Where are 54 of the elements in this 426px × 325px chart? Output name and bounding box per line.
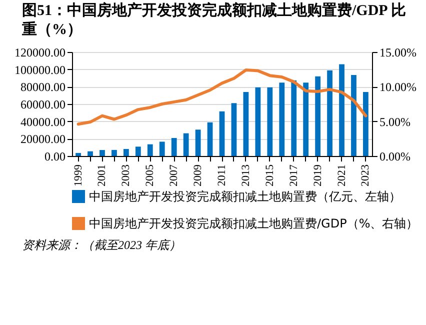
bar: [267, 87, 273, 156]
bar: [183, 133, 189, 156]
x-tick-label: 2015: [264, 164, 276, 186]
bar: [243, 92, 249, 156]
bar: [303, 82, 309, 156]
bar: [135, 146, 141, 156]
x-tick-label: 2009: [192, 164, 204, 186]
bar: [351, 74, 356, 156]
bar: [315, 76, 321, 156]
chart-title: 图51：中国房地产开发投资完成额扣减土地购置费/GDP 比重（%）: [21, 1, 407, 40]
x-tick-label: 2019: [312, 164, 324, 186]
x-tick-label: 2023: [360, 164, 372, 186]
bar: [147, 144, 153, 156]
bar: [171, 138, 177, 156]
y2-tick-label: 10.00%: [380, 80, 416, 94]
y2-tick-label: 0.00%: [380, 150, 410, 164]
bar: [219, 111, 225, 156]
bar: [112, 150, 117, 156]
bar: [339, 64, 344, 156]
x-tick-label: 1999: [72, 164, 84, 186]
bar: [231, 103, 237, 156]
x-tick-label: 2003: [120, 164, 132, 186]
bar: [279, 82, 285, 156]
y-tick-label: 120000.00: [14, 46, 66, 60]
y2-tick-label: 15.00%: [380, 46, 416, 60]
y-tick-label: 60000.00: [20, 98, 66, 112]
y-tick-label: 0.00: [44, 150, 66, 164]
x-tick-label: 2001: [96, 164, 108, 186]
bar: [291, 80, 297, 156]
x-tick-label: 2021: [336, 164, 348, 186]
text: 资料来源：（截至2023 年底）: [21, 237, 182, 254]
bar: [195, 130, 201, 156]
bar: [327, 70, 332, 156]
y-tick-label: 100000.00: [14, 62, 66, 77]
x-tick-label: 2011: [216, 164, 228, 186]
y-tick-label: 80000.00: [20, 80, 66, 94]
y-tick-label: 20000.00: [20, 132, 66, 146]
line-series: [76, 68, 368, 126]
bar: [159, 142, 165, 156]
legend-label: 中国房地产开发投资完成额扣减土地购置费/GDP（%、右轴）: [89, 216, 418, 230]
x-tick-label: 2017: [288, 164, 300, 186]
x-tick-label: 2007: [168, 164, 180, 186]
y-tick-label: 40000.00: [20, 114, 66, 129]
bar: [100, 150, 105, 156]
x-tick-label: 2005: [144, 164, 156, 186]
bar: [363, 92, 368, 156]
y2-tick-label: 5.00%: [380, 114, 410, 129]
bar: [255, 87, 261, 156]
bar: [88, 151, 93, 156]
bar: [123, 148, 129, 156]
bar: [76, 152, 81, 156]
legend-label: 中国房地产开发投资完成额扣减土地购置费（亿元、左轴）: [89, 190, 401, 204]
x-tick-label: 2013: [240, 164, 252, 186]
bar: [207, 122, 213, 156]
